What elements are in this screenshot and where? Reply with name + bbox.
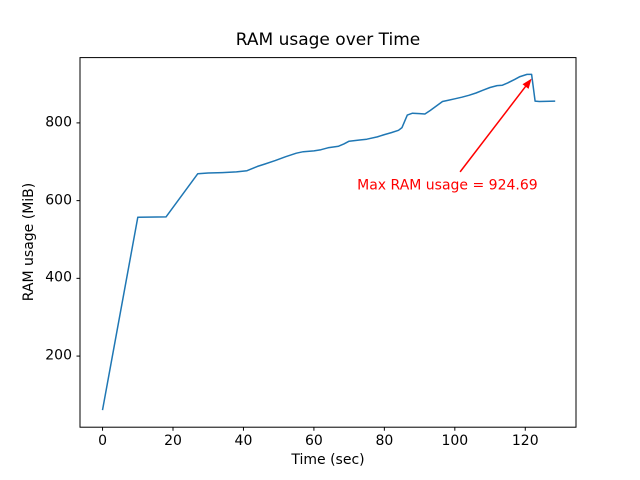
annotation-arrow [459, 78, 532, 173]
ram-usage-line [101, 73, 556, 411]
x-tick-label: 20 [164, 433, 182, 449]
max-ram-annotation: Max RAM usage = 924.69 [357, 177, 538, 194]
x-tick-label: 60 [304, 433, 323, 449]
x-axis-label: Time (sec) [291, 452, 365, 468]
axes-spines [79, 57, 577, 428]
x-tick-label: 80 [375, 433, 394, 449]
tick-marks [76, 122, 526, 431]
y-tick-label: 600 [45, 192, 72, 209]
x-tick-label: 0 [98, 433, 107, 449]
arrow-head-icon [522, 78, 532, 89]
y-tick-label: 800 [45, 114, 72, 131]
x-tick-label: 100 [441, 433, 469, 449]
arrow-shaft [459, 82, 529, 173]
x-tick-label: 120 [511, 433, 539, 449]
y-tick-label: 200 [45, 347, 72, 364]
y-tick-label: 400 [45, 269, 72, 286]
chart-title: RAM usage over Time [235, 30, 421, 50]
x-tick-label: 40 [234, 433, 253, 449]
